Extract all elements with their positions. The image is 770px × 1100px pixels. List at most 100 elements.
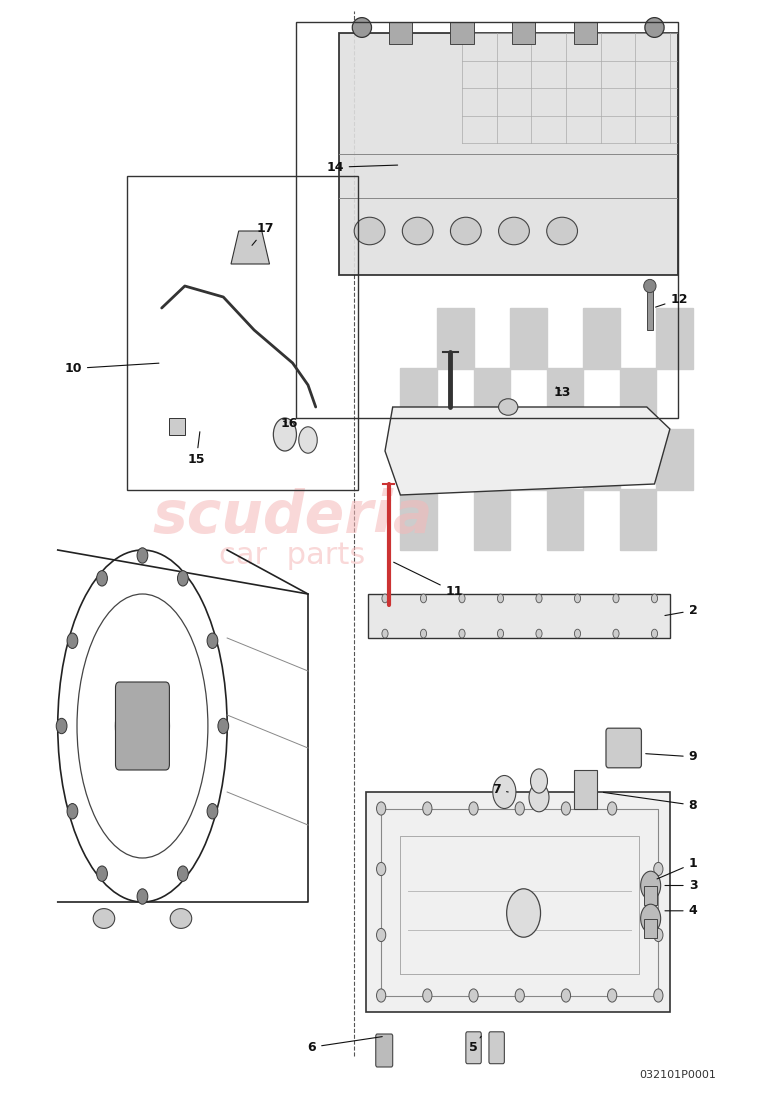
Circle shape [420,594,427,603]
Circle shape [561,802,571,815]
Bar [450,22,474,44]
Bar [296,22,678,418]
Ellipse shape [644,279,656,293]
Polygon shape [339,33,678,275]
Text: 15: 15 [188,432,205,466]
Circle shape [67,803,78,818]
Circle shape [654,862,663,876]
Bar [644,886,657,905]
Circle shape [97,571,108,586]
Text: 6: 6 [307,1036,382,1054]
Circle shape [273,418,296,451]
Text: 1: 1 [657,857,698,879]
Circle shape [207,803,218,818]
Circle shape [207,632,218,648]
Circle shape [116,688,169,764]
Polygon shape [368,594,670,638]
Ellipse shape [93,909,115,928]
Text: scuderia: scuderia [152,488,433,546]
Bar [620,368,656,429]
Bar [620,490,656,550]
Ellipse shape [352,18,371,37]
Circle shape [459,594,465,603]
Circle shape [613,629,619,638]
Circle shape [299,427,317,453]
FancyBboxPatch shape [489,1032,504,1064]
Text: 4: 4 [665,904,698,917]
Circle shape [654,989,663,1002]
Bar [656,429,693,490]
Text: car  parts: car parts [219,541,366,570]
Circle shape [507,889,541,937]
Bar [400,368,437,429]
Circle shape [177,571,188,586]
Bar [547,490,583,550]
Ellipse shape [354,218,385,245]
Circle shape [654,928,663,942]
Circle shape [67,632,78,648]
Text: 17: 17 [252,222,274,245]
Text: 7: 7 [492,783,508,796]
Polygon shape [169,418,185,434]
Bar [644,918,657,938]
Polygon shape [385,407,670,495]
Bar [474,368,510,429]
Circle shape [536,594,542,603]
Circle shape [531,769,547,793]
Circle shape [377,862,386,876]
Bar [474,490,510,550]
Bar [400,490,437,550]
Circle shape [56,718,67,734]
Bar [656,308,693,369]
Ellipse shape [402,218,433,245]
Circle shape [561,989,571,1002]
Circle shape [574,594,581,603]
Bar [437,308,474,369]
Text: 8: 8 [604,792,698,812]
Circle shape [641,904,661,933]
Circle shape [137,889,148,904]
Text: 2: 2 [665,604,698,617]
Polygon shape [574,770,597,808]
Circle shape [382,629,388,638]
Bar [584,429,620,490]
Text: 9: 9 [646,750,698,763]
FancyBboxPatch shape [466,1032,481,1064]
Circle shape [613,594,619,603]
Ellipse shape [547,218,578,245]
Text: 032101P0001: 032101P0001 [639,1070,716,1080]
Ellipse shape [170,909,192,928]
Circle shape [377,928,386,942]
Circle shape [96,866,107,881]
Circle shape [608,989,617,1002]
Circle shape [382,594,388,603]
Bar [584,308,620,369]
Circle shape [469,802,478,815]
Text: 10: 10 [65,362,159,375]
Ellipse shape [645,18,664,37]
Ellipse shape [499,218,530,245]
Bar [511,429,547,490]
Circle shape [515,989,524,1002]
Circle shape [377,989,386,1002]
FancyBboxPatch shape [606,728,641,768]
Circle shape [651,594,658,603]
Text: 11: 11 [393,562,463,598]
Circle shape [574,629,581,638]
Bar [437,429,474,490]
Circle shape [137,548,148,563]
Circle shape [420,629,427,638]
Circle shape [497,594,504,603]
FancyBboxPatch shape [376,1034,393,1067]
Circle shape [651,629,658,638]
Circle shape [423,989,432,1002]
Circle shape [218,718,229,734]
Circle shape [493,776,516,808]
Circle shape [459,629,465,638]
Bar [574,22,597,44]
Polygon shape [366,792,670,1012]
Ellipse shape [450,218,481,245]
Text: 3: 3 [665,879,698,892]
Circle shape [641,871,661,900]
Circle shape [377,802,386,815]
